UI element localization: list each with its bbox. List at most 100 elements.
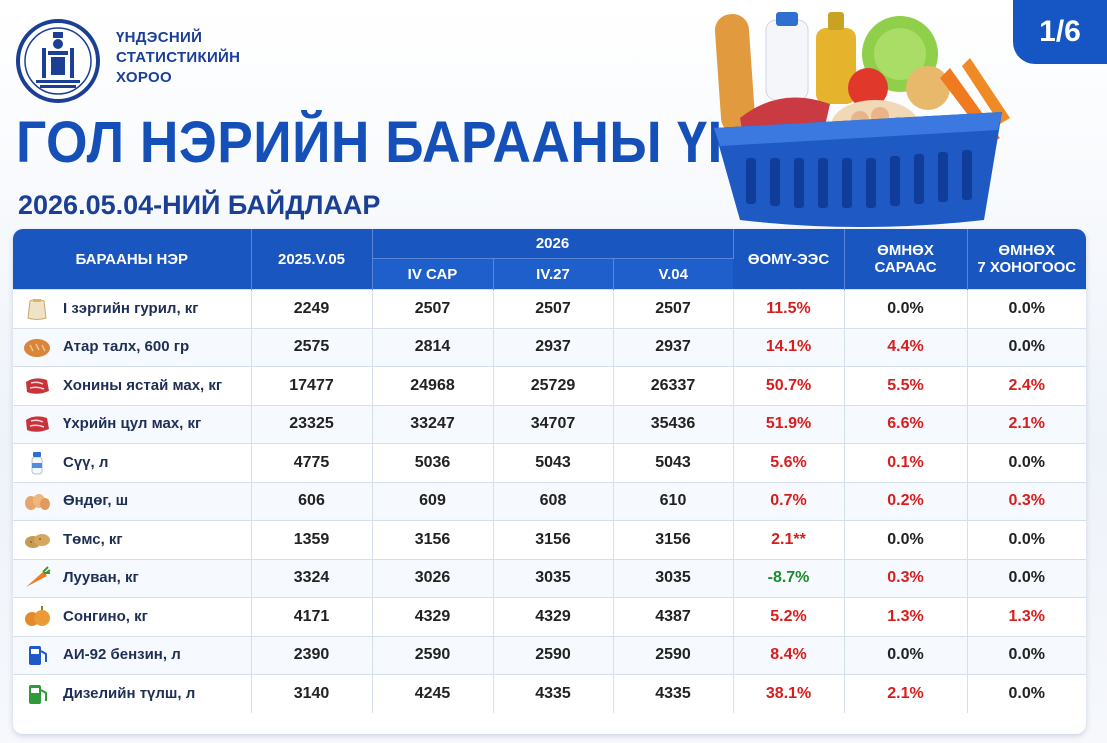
change-wow: 0.3% (967, 481, 1086, 521)
change-yoy: 5.6% (733, 443, 845, 482)
price-april: 33247 (372, 404, 494, 444)
price-2025: 1359 (251, 520, 373, 559)
item-name-cell: I зэргийн гурил, кг (13, 289, 252, 328)
price-april: 4329 (372, 597, 494, 636)
item-name: Өндөг, ш (63, 492, 129, 510)
change-yoy: 0.7% (733, 481, 845, 521)
price-apr27: 25729 (493, 366, 614, 405)
item-name-cell: Хонины ястай мах, кг (13, 366, 252, 405)
change-yoy: 50.7% (733, 366, 845, 405)
price-may04: 2590 (613, 635, 734, 675)
price-april: 3026 (372, 558, 494, 598)
nso-logo-icon (16, 19, 100, 103)
change-mom: 1.3% (844, 597, 968, 636)
price-2025: 4171 (251, 597, 373, 636)
change-wow: 0.0% (967, 520, 1086, 559)
price-may04: 26337 (613, 366, 734, 405)
price-may04: 2507 (613, 289, 734, 328)
item-name: Төмс, кг (63, 530, 123, 548)
fuel-pump-blue-icon (23, 643, 51, 667)
item-name-cell: Лууван, кг (13, 558, 252, 598)
change-yoy: 8.4% (733, 635, 845, 675)
header-base-date: 2025.V.05 (251, 229, 373, 290)
table-row: Сүү, л 4775 5036 5043 5043 5.6% 0.1% 0.0% (13, 443, 1086, 482)
price-may04: 4387 (613, 597, 734, 636)
change-mom: 0.0% (844, 520, 968, 559)
header-mom: ӨМНӨХ САРААС (844, 229, 968, 290)
price-apr27: 608 (493, 481, 614, 521)
price-april: 24968 (372, 366, 494, 405)
item-name: Атар талх, 600 гр (63, 338, 190, 356)
price-2025: 4775 (251, 443, 373, 482)
page-subtitle: 2026.05.04-НИЙ БАЙДЛААР (18, 190, 381, 220)
price-may04: 3156 (613, 520, 734, 559)
price-may04: 5043 (613, 443, 734, 482)
item-name-cell: АИ-92 бензин, л (13, 635, 252, 675)
page-title: ГОЛ НЭРИЙН БАРААНЫ ҮНЭ (16, 110, 785, 175)
table-row: Сонгино, кг 4171 4329 4329 4387 5.2% 1.3% 1.3% (13, 597, 1086, 636)
change-wow: 2.1% (967, 404, 1086, 444)
price-2025: 606 (251, 481, 373, 521)
change-mom: 5.5% (844, 366, 968, 405)
change-wow: 2.4% (967, 366, 1086, 405)
onion-icon (23, 605, 51, 629)
meat-icon (23, 374, 51, 398)
price-may04: 610 (613, 481, 734, 521)
item-name-cell: Сонгино, кг (13, 597, 252, 636)
organization-name: ҮНДЭСНИЙ СТАТИСТИКИЙН ХОРОО (116, 28, 240, 88)
fuel-pump-green-icon (23, 682, 51, 706)
change-yoy: 14.1% (733, 327, 845, 367)
table-row: Дизелийн түлш, л 3140 4245 4335 4335 38.1% 2.1… (13, 674, 1086, 713)
price-may04: 35436 (613, 404, 734, 444)
price-apr27: 2507 (493, 289, 614, 328)
item-name: Сүү, л (63, 453, 109, 471)
header-mom-line1: ӨМНӨХ (877, 242, 934, 259)
price-2025: 17477 (251, 366, 373, 405)
potato-icon (23, 528, 51, 552)
price-apr27: 3035 (493, 558, 614, 598)
price-april: 2814 (372, 327, 494, 367)
change-yoy: 38.1% (733, 674, 845, 713)
header-wow-line1: ӨМНӨХ (998, 242, 1056, 259)
price-2025: 3140 (251, 674, 373, 713)
price-2025: 2575 (251, 327, 373, 367)
header-item-name: БАРААНЫ НЭР (13, 229, 252, 290)
change-wow: 0.0% (967, 558, 1086, 598)
price-may04: 3035 (613, 558, 734, 598)
change-yoy: 11.5% (733, 289, 845, 328)
change-yoy: -8.7% (733, 558, 845, 598)
change-wow: 0.0% (967, 635, 1086, 675)
flour-sack-icon (23, 297, 51, 321)
table-row: Үхрийн цул мах, кг 23325 33247 34707 35436 51… (13, 404, 1086, 444)
price-apr27: 2937 (493, 327, 614, 367)
price-table-container: БАРААНЫ НЭР 2025.V.05 2026 ӨОМҮ-ЭЭС ӨМНӨ… (13, 229, 1086, 734)
item-name: I зэргийн гурил, кг (63, 299, 199, 317)
header-yoy: ӨОМҮ-ЭЭС (733, 229, 845, 290)
header-year-group: 2026 (372, 229, 734, 259)
price-apr27: 2590 (493, 635, 614, 675)
header-apr27: IV.27 (493, 258, 614, 290)
price-april: 5036 (372, 443, 494, 482)
table-row: Лууван, кг 3324 3026 3035 3035 -8.7% 0.3% 0.0% (13, 558, 1086, 598)
price-april: 4245 (372, 674, 494, 713)
change-mom: 6.6% (844, 404, 968, 444)
price-2025: 23325 (251, 404, 373, 444)
price-may04: 4335 (613, 674, 734, 713)
bread-icon (23, 335, 51, 359)
org-line-3: ХОРОО (116, 69, 172, 86)
price-apr27: 34707 (493, 404, 614, 444)
milk-bottle-icon (23, 451, 51, 475)
item-name-cell: Төмс, кг (13, 520, 252, 559)
price-2025: 2390 (251, 635, 373, 675)
item-name: АИ-92 бензин, л (63, 646, 181, 664)
table-row: I зэргийн гурил, кг 2249 2507 2507 2507 11.5%… (13, 289, 1086, 328)
org-line-1: ҮНДЭСНИЙ (116, 29, 203, 46)
change-mom: 4.4% (844, 327, 968, 367)
price-april: 3156 (372, 520, 494, 559)
change-mom: 0.1% (844, 443, 968, 482)
change-yoy: 5.2% (733, 597, 845, 636)
header-april: IV САР (372, 258, 494, 290)
item-name: Лууван, кг (63, 569, 139, 587)
price-2025: 3324 (251, 558, 373, 598)
header-wow-line2: 7 ХОНОГООС (977, 259, 1077, 276)
